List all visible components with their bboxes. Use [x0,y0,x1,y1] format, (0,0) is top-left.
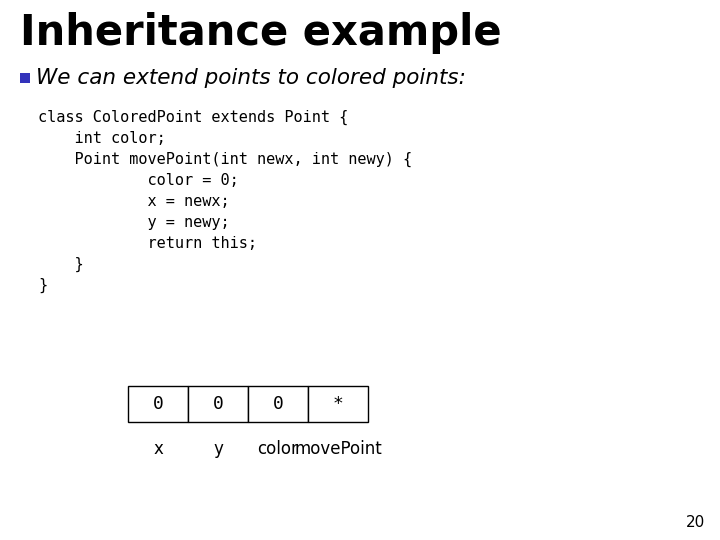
Text: 20: 20 [685,515,705,530]
Text: int color;: int color; [38,131,166,146]
Text: Inheritance example: Inheritance example [20,12,502,54]
Text: Point movePoint(int newx, int newy) {: Point movePoint(int newx, int newy) { [38,152,412,167]
Bar [20,73,30,83]
Bar [308,386,368,422]
Text: color: color [258,440,298,458]
Bar [248,386,308,422]
Bar [188,386,248,422]
Text: 0: 0 [273,395,284,413]
Text: }: } [38,257,84,272]
Text: class ColoredPoint extends Point {: class ColoredPoint extends Point { [38,110,348,125]
Text: x: x [153,440,163,458]
Text: y = newy;: y = newy; [38,215,230,230]
Text: 0: 0 [212,395,223,413]
Text: movePoint: movePoint [294,440,382,458]
Text: return this;: return this; [38,236,257,251]
Text: We can extend points to colored points:: We can extend points to colored points: [36,68,466,88]
Text: *: * [333,395,343,413]
Text: x = newx;: x = newx; [38,194,230,209]
Text: color = 0;: color = 0; [38,173,239,188]
Bar [128,386,188,422]
Text: 0: 0 [153,395,163,413]
Text: y: y [213,440,223,458]
Text: }: } [38,278,47,293]
